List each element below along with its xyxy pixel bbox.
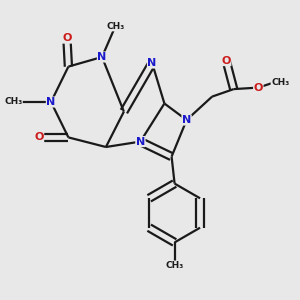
Text: N: N (98, 52, 106, 62)
Text: CH₃: CH₃ (271, 78, 289, 87)
Text: CH₃: CH₃ (4, 98, 22, 106)
Text: O: O (34, 132, 44, 142)
Text: N: N (182, 115, 191, 125)
Text: O: O (254, 82, 263, 93)
Text: O: O (62, 33, 72, 43)
Text: O: O (221, 56, 231, 66)
Text: CH₃: CH₃ (166, 261, 184, 270)
Text: N: N (46, 97, 56, 107)
Text: CH₃: CH₃ (106, 22, 124, 31)
Text: N: N (148, 58, 157, 68)
Text: N: N (136, 136, 145, 147)
